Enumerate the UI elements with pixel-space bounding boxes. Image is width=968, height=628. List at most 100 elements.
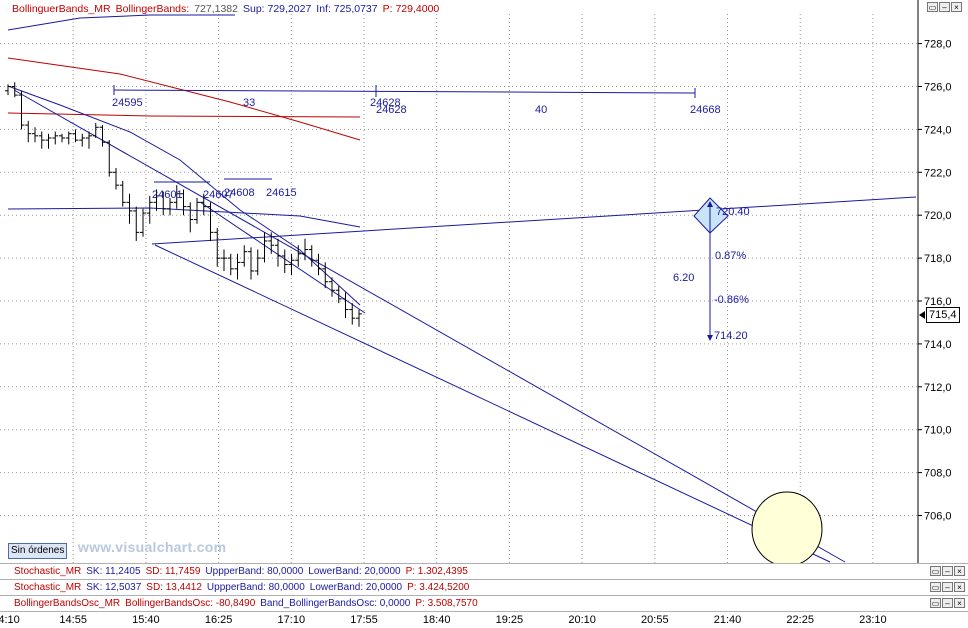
ohlc-bar bbox=[167, 198, 173, 216]
ohlc-bar bbox=[322, 262, 329, 289]
ohlc-bar bbox=[241, 245, 248, 267]
x-tick-label: 23:10 bbox=[859, 614, 887, 626]
x-tick-label: 17:10 bbox=[277, 614, 306, 626]
panel-window-buttons: ▭ – × bbox=[930, 566, 965, 577]
bollinger-mid-band bbox=[7, 207, 361, 228]
y-tick-label: 726,0 bbox=[924, 82, 952, 94]
minimize-icon[interactable]: – bbox=[939, 2, 950, 12]
header-indicator: BollinguerBands_MR bbox=[12, 3, 111, 15]
y-tick-label: 720,0 bbox=[924, 210, 952, 222]
ohlc-bar bbox=[59, 133, 65, 143]
ohlc-bar bbox=[5, 84, 11, 96]
x-tick-label: 22:25 bbox=[786, 614, 814, 626]
restore-icon[interactable]: ▭ bbox=[930, 598, 941, 608]
x-tick-label: 20:55 bbox=[641, 614, 669, 626]
ohlc-bar bbox=[200, 193, 207, 216]
close-icon[interactable]: × bbox=[954, 566, 965, 576]
panel-p: P: 3.508,7570 bbox=[415, 598, 478, 609]
last-price-tag: 715,4 bbox=[926, 307, 960, 323]
header-sup: Sup: 729,2027 bbox=[242, 3, 312, 15]
count-label: 24615 bbox=[266, 187, 297, 199]
ohlc-bar bbox=[18, 90, 25, 130]
ohlc-bar bbox=[295, 245, 302, 267]
count-label: 24601 bbox=[152, 189, 183, 201]
upper-band-line bbox=[7, 14, 235, 31]
ohlc-bar bbox=[180, 189, 187, 216]
ohlc-bar bbox=[86, 131, 92, 149]
count-label: 24668 bbox=[690, 104, 721, 116]
count-label: 33 bbox=[243, 97, 255, 109]
x-tick-label: 17:55 bbox=[350, 614, 378, 626]
ohlc-bar bbox=[173, 185, 180, 209]
ohlc-bar bbox=[221, 249, 227, 271]
ohlc-bar bbox=[119, 180, 126, 207]
ohlc-bar bbox=[288, 253, 295, 276]
restore-icon[interactable]: ▭ bbox=[927, 2, 938, 12]
ohlc-bar bbox=[113, 168, 119, 190]
panel-p: P: 3.424,5200 bbox=[407, 582, 470, 593]
bollinger-osc-panel[interactable]: BollingerBandsOsc_MR BollingerBandsOsc: -… bbox=[0, 595, 968, 612]
x-tick-label: 15:40 bbox=[132, 614, 160, 626]
x-tick-label: 14:10 bbox=[0, 614, 20, 626]
panel-name: Stochastic_MR bbox=[14, 566, 82, 577]
ohlc-bar bbox=[65, 131, 72, 145]
y-axis: 706,0 708,0 710,0 712,0 714,0 716,0 718,0 720,0… bbox=[917, 0, 952, 563]
header-name: BollingerBands: bbox=[115, 3, 190, 15]
ohlc-bar bbox=[227, 253, 234, 276]
ohlc-bar bbox=[133, 206, 140, 241]
panel-sd: SD: 13,4412 bbox=[146, 582, 202, 593]
count-label: 24628 bbox=[376, 104, 407, 116]
x-tick-label: 20:10 bbox=[568, 614, 596, 626]
count-label: 24607 bbox=[203, 189, 234, 201]
red-sup-line bbox=[7, 57, 361, 141]
close-icon[interactable]: × bbox=[954, 598, 965, 608]
ohlc-bar bbox=[11, 82, 18, 98]
x-tick-label: 14:55 bbox=[59, 614, 87, 626]
orders-status-button[interactable]: Sin órdenes bbox=[8, 543, 68, 559]
panel-upper: UppperBand: 80,0000 bbox=[205, 566, 304, 577]
ohlc-bar bbox=[356, 309, 362, 327]
ohlc-bar bbox=[214, 228, 221, 267]
ohlc-bar bbox=[281, 249, 288, 274]
count-label: 24608 bbox=[224, 187, 255, 199]
ohlc-bar bbox=[160, 191, 167, 216]
ohlc-bar bbox=[38, 131, 45, 149]
panel-sk: SK: 11,2405 bbox=[86, 566, 141, 577]
ohlc-bar bbox=[207, 202, 214, 241]
ohlc-bar bbox=[329, 277, 335, 297]
panel-lower: LowerBand: 20,0000 bbox=[309, 582, 403, 593]
chart-header: BollinguerBands_MR BollingerBands: 727,138… bbox=[12, 2, 444, 16]
stochastic-panel-1[interactable]: Stochastic_MR SK: 11,2405 SD: 11,7459 Upppe… bbox=[0, 563, 968, 580]
minimize-icon[interactable]: – bbox=[942, 598, 953, 608]
y-tick-label: 728,0 bbox=[924, 39, 952, 51]
panel-sd: SD: 11,7459 bbox=[145, 566, 201, 577]
stochastic-panel-2[interactable]: Stochastic_MR SK: 12,5037 SD: 13,4412 Upppe… bbox=[0, 579, 968, 596]
minimize-icon[interactable]: – bbox=[942, 582, 953, 592]
ohlc-bar bbox=[25, 120, 32, 143]
downtrend-line-upper bbox=[13, 89, 846, 563]
y-tick-label: 710,0 bbox=[924, 425, 952, 437]
ohlc-bar bbox=[140, 208, 146, 237]
y-tick-label: 724,0 bbox=[924, 124, 952, 136]
ohlc-bar bbox=[153, 189, 160, 211]
ohlc-bar bbox=[92, 122, 99, 138]
count-label: 40 bbox=[535, 104, 547, 116]
minimize-icon[interactable]: – bbox=[942, 566, 953, 576]
restore-icon[interactable]: ▭ bbox=[930, 582, 941, 592]
y-tick-label: 706,0 bbox=[924, 511, 952, 523]
ohlc-bar bbox=[275, 238, 281, 267]
ohlc-bar bbox=[99, 125, 106, 147]
ohlc-bar bbox=[79, 133, 86, 147]
restore-icon[interactable]: ▭ bbox=[930, 566, 941, 576]
close-icon[interactable]: × bbox=[954, 582, 965, 592]
panel-p: P: 1.302,4395 bbox=[405, 566, 468, 577]
rising-trend-line bbox=[151, 196, 917, 245]
y-tick-label: 714,0 bbox=[924, 339, 952, 351]
ohlc-bar bbox=[302, 238, 308, 261]
measure-range-label: 6.20 bbox=[673, 272, 694, 284]
ohlc-bar bbox=[32, 127, 38, 143]
header-p: P: 729,4000 bbox=[382, 3, 440, 15]
close-icon[interactable]: × bbox=[951, 2, 962, 12]
header-value: 727,1382 bbox=[194, 3, 238, 15]
